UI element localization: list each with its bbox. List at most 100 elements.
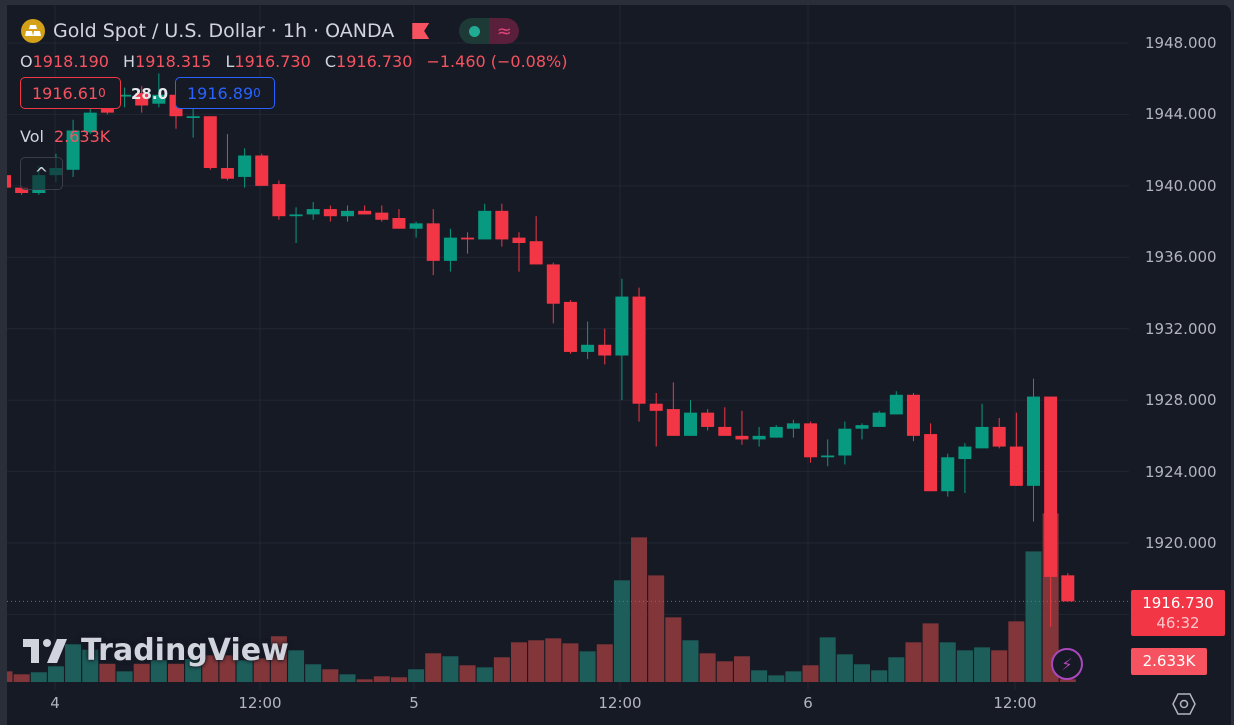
volume-legend[interactable]: Vol 2.633K — [20, 127, 110, 146]
candle-body — [220, 167, 234, 179]
candle-body — [15, 187, 29, 193]
candle-body — [358, 210, 372, 215]
candle-body — [804, 423, 818, 458]
candle-body — [186, 116, 200, 118]
candle-body — [838, 428, 852, 456]
buy-price: 1916.89 — [187, 83, 254, 103]
candle-body — [1044, 396, 1058, 577]
candle-body — [375, 212, 389, 220]
sell-button[interactable]: 1916.61 0 — [20, 77, 121, 109]
candle — [889, 391, 903, 415]
symbol-legend[interactable]: Gold Spot / U.S. Dollar · 1h · OANDA ≈ — [21, 18, 520, 44]
candle — [1009, 412, 1023, 486]
candle — [563, 300, 577, 354]
candle — [341, 205, 354, 222]
volume-bar — [185, 659, 202, 682]
candle — [872, 410, 886, 427]
candle — [786, 419, 800, 438]
candle-body — [786, 423, 800, 429]
candle — [1044, 396, 1058, 627]
volume-bar — [648, 575, 665, 682]
symbol-title[interactable]: Gold Spot / U.S. Dollar · 1h · OANDA — [53, 20, 395, 42]
candle-body — [718, 426, 732, 436]
ohlc-values: O1918.190 H1918.315 L1916.730 C1916.730 … — [20, 52, 576, 71]
tradingview-wordmark: TradingView — [81, 633, 289, 668]
open-value: 1918.190 — [32, 52, 109, 71]
flag-icon[interactable] — [412, 23, 430, 39]
volume-value: 2.633K — [53, 127, 111, 146]
low-value: 1916.730 — [234, 52, 311, 71]
gold-bars-icon — [21, 19, 45, 43]
candle — [529, 216, 543, 265]
close-label: C — [324, 52, 337, 71]
spread-value: 28.0 — [131, 85, 169, 103]
price-axis-label: 1928.000 — [1145, 391, 1217, 410]
volume-bar — [768, 675, 785, 682]
time-axis-label: 5 — [409, 694, 419, 712]
candle — [924, 423, 938, 492]
volume-bar — [905, 642, 922, 682]
volume-bar — [511, 642, 527, 682]
candle — [958, 442, 972, 493]
candle-body — [684, 412, 697, 436]
candle-body — [632, 296, 646, 404]
candle — [375, 205, 389, 222]
volume-bar — [322, 669, 339, 682]
chart-panel[interactable]: TradingView Gold Spot / U.S. Dollar · 1h… — [7, 5, 1231, 725]
volume-bar — [974, 647, 991, 682]
lightning-button[interactable]: ⚡ — [1051, 648, 1083, 680]
candle — [203, 116, 217, 170]
candle-body — [941, 457, 955, 492]
volume-bar — [493, 657, 510, 682]
volume-bar — [939, 642, 956, 682]
candlestick-chart[interactable] — [7, 5, 1231, 725]
market-status-toggle[interactable]: ≈ — [459, 18, 520, 44]
chevron-up-icon: ^ — [34, 164, 49, 183]
price-axis-label: 1924.000 — [1145, 462, 1217, 481]
volume-bar — [13, 674, 30, 682]
candle — [495, 203, 509, 247]
volume-bar — [390, 677, 407, 682]
price-axis-label: 1920.000 — [1145, 533, 1217, 552]
candle — [941, 453, 955, 497]
current-price-label: 1916.730 46:32 — [1131, 590, 1225, 636]
high-label: H — [123, 52, 136, 71]
volume-bar — [854, 664, 870, 682]
volume-bar — [305, 664, 322, 682]
candle — [906, 392, 920, 442]
candle — [546, 262, 560, 324]
chart-settings-button[interactable] — [1172, 693, 1196, 719]
buy-price-pip: 0 — [253, 86, 261, 100]
volume-bar — [665, 617, 682, 682]
hexagon-settings-icon — [1172, 693, 1196, 715]
collapse-legend-button[interactable]: ^ — [20, 157, 63, 190]
buy-button[interactable]: 1916.89 0 — [175, 77, 275, 109]
volume-bar — [373, 676, 390, 682]
volume-bar — [562, 643, 579, 682]
candle — [581, 321, 595, 360]
candle — [701, 409, 715, 431]
candle-body — [495, 210, 509, 240]
volume-bar — [545, 638, 562, 682]
candle — [615, 278, 629, 401]
volume-bar — [270, 636, 287, 682]
volume-bar — [339, 674, 356, 682]
candle-body — [135, 92, 149, 106]
time-axis-label: 4 — [50, 694, 60, 712]
volume-bar — [836, 654, 853, 682]
candle — [598, 328, 612, 365]
price-axis-label: 1948.000 — [1145, 34, 1217, 52]
candle-body — [323, 209, 337, 217]
candle — [684, 400, 697, 436]
candle-body — [341, 210, 354, 217]
candle-body — [66, 130, 80, 170]
candle — [804, 421, 818, 463]
candle-body — [392, 217, 406, 229]
time-axis-label: 6 — [803, 694, 813, 712]
lightning-icon: ⚡ — [1061, 654, 1073, 674]
high-value: 1918.315 — [135, 52, 212, 71]
price-axis-label: 1936.000 — [1145, 248, 1217, 267]
candle-body — [238, 155, 252, 177]
candle — [409, 221, 423, 238]
volume-bar — [699, 653, 716, 682]
